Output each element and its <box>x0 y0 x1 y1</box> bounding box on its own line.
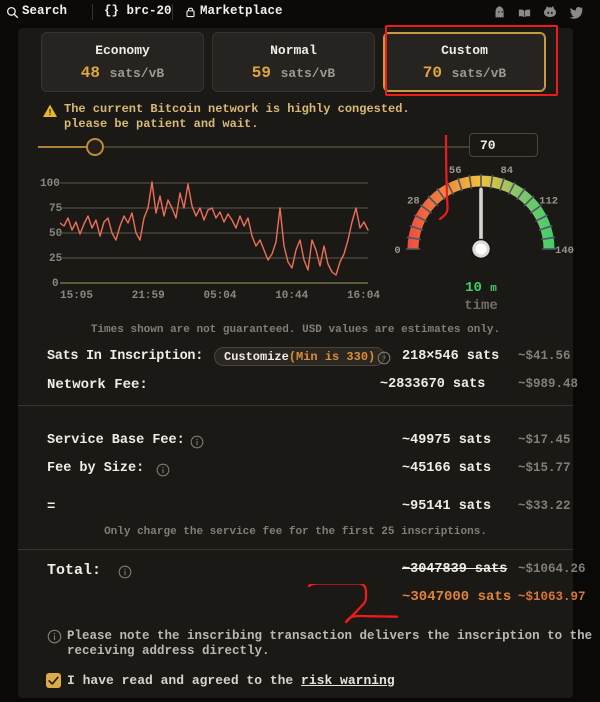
svg-text:112: 112 <box>539 196 558 208</box>
svg-text:?: ? <box>382 356 386 363</box>
svg-text:0: 0 <box>394 245 400 257</box>
svg-text:140: 140 <box>555 245 574 257</box>
svg-text:56: 56 <box>449 165 462 177</box>
svg-text:28: 28 <box>407 196 420 208</box>
svg-text:84: 84 <box>500 165 513 177</box>
